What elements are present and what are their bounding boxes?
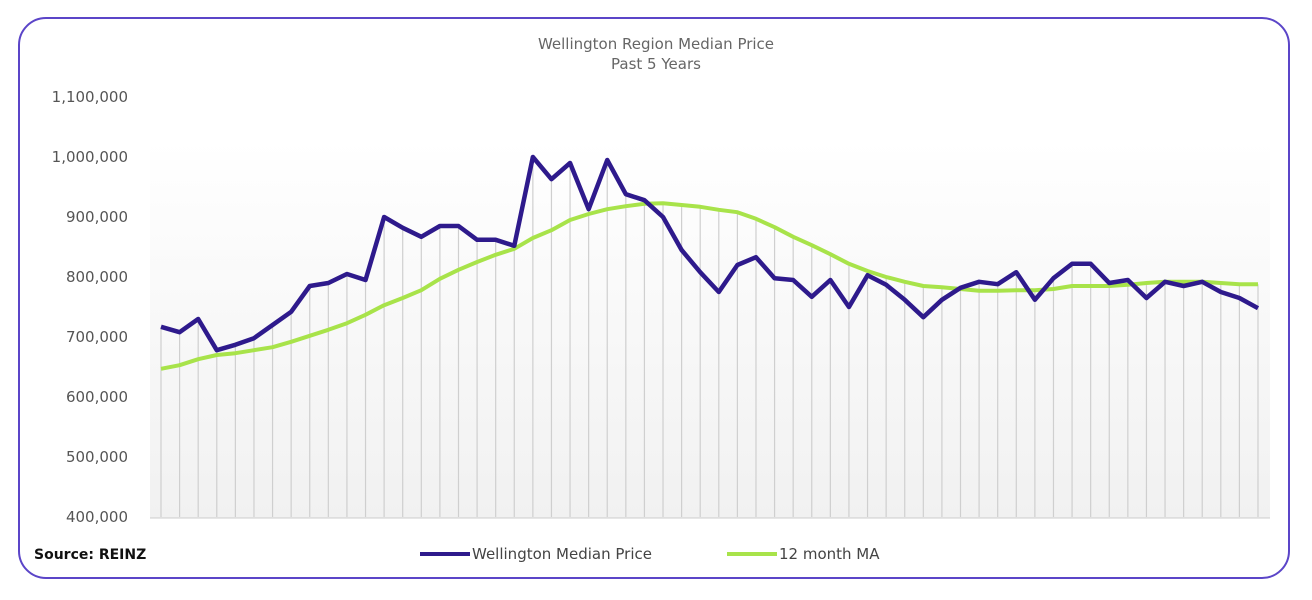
y-tick-label: 1,000,000 xyxy=(52,148,128,166)
legend-swatch-ma xyxy=(727,552,777,556)
legend-item-median: Wellington Median Price xyxy=(420,545,652,563)
legend-label-median: Wellington Median Price xyxy=(472,545,652,563)
y-tick-label: 900,000 xyxy=(66,208,128,226)
y-tick-label: 500,000 xyxy=(66,448,128,466)
ma-line xyxy=(160,201,1258,371)
legend-swatch-median xyxy=(420,552,470,556)
median-price-line xyxy=(160,154,1260,353)
y-tick-label: 600,000 xyxy=(66,388,128,406)
legend-item-ma: 12 month MA xyxy=(727,545,880,563)
chart-subtitle: Past 5 Years xyxy=(611,55,701,73)
y-tick-label: 800,000 xyxy=(66,268,128,286)
y-tick-label: 400,000 xyxy=(66,508,128,526)
y-tick-label: 1,100,000 xyxy=(52,88,128,106)
y-tick-label: 700,000 xyxy=(66,328,128,346)
plot-area xyxy=(150,140,1270,518)
source-label: Source: REINZ xyxy=(34,547,147,563)
legend-label-ma: 12 month MA xyxy=(779,545,880,563)
chart-title: Wellington Region Median Price xyxy=(537,35,775,53)
